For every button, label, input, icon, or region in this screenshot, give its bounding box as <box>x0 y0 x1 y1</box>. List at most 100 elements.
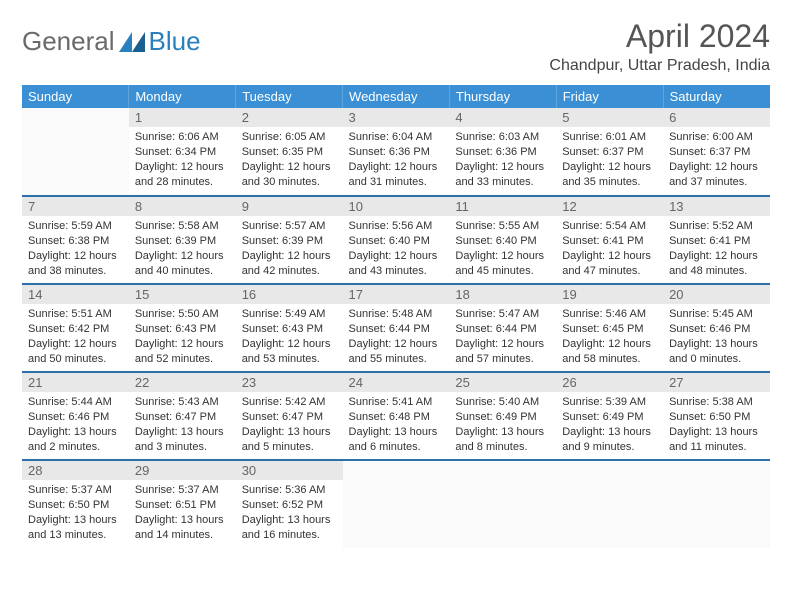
day-number: 1 <box>129 108 236 127</box>
weekday-header: Wednesday <box>343 85 450 108</box>
calendar-day-cell: 3Sunrise: 6:04 AMSunset: 6:36 PMDaylight… <box>343 108 450 196</box>
calendar-day-cell: 7Sunrise: 5:59 AMSunset: 6:38 PMDaylight… <box>22 196 129 284</box>
calendar-empty-cell <box>663 460 770 548</box>
calendar-week-row: 28Sunrise: 5:37 AMSunset: 6:50 PMDayligh… <box>22 460 770 548</box>
calendar-day-cell: 30Sunrise: 5:36 AMSunset: 6:52 PMDayligh… <box>236 460 343 548</box>
calendar-day-cell: 25Sunrise: 5:40 AMSunset: 6:49 PMDayligh… <box>449 372 556 460</box>
calendar-day-cell: 8Sunrise: 5:58 AMSunset: 6:39 PMDaylight… <box>129 196 236 284</box>
day-details: Sunrise: 5:55 AMSunset: 6:40 PMDaylight:… <box>449 216 556 282</box>
day-details: Sunrise: 5:45 AMSunset: 6:46 PMDaylight:… <box>663 304 770 370</box>
day-number: 8 <box>129 197 236 216</box>
day-details: Sunrise: 5:50 AMSunset: 6:43 PMDaylight:… <box>129 304 236 370</box>
weekday-header: Saturday <box>663 85 770 108</box>
day-number: 26 <box>556 373 663 392</box>
calendar-day-cell: 26Sunrise: 5:39 AMSunset: 6:49 PMDayligh… <box>556 372 663 460</box>
day-number: 15 <box>129 285 236 304</box>
day-details: Sunrise: 5:40 AMSunset: 6:49 PMDaylight:… <box>449 392 556 458</box>
calendar-day-cell: 19Sunrise: 5:46 AMSunset: 6:45 PMDayligh… <box>556 284 663 372</box>
calendar-day-cell: 6Sunrise: 6:00 AMSunset: 6:37 PMDaylight… <box>663 108 770 196</box>
day-details: Sunrise: 5:36 AMSunset: 6:52 PMDaylight:… <box>236 480 343 546</box>
day-details: Sunrise: 6:06 AMSunset: 6:34 PMDaylight:… <box>129 127 236 193</box>
day-number: 5 <box>556 108 663 127</box>
calendar-day-cell: 9Sunrise: 5:57 AMSunset: 6:39 PMDaylight… <box>236 196 343 284</box>
day-number: 18 <box>449 285 556 304</box>
day-details: Sunrise: 5:57 AMSunset: 6:39 PMDaylight:… <box>236 216 343 282</box>
calendar-week-row: 1Sunrise: 6:06 AMSunset: 6:34 PMDaylight… <box>22 108 770 196</box>
calendar-day-cell: 21Sunrise: 5:44 AMSunset: 6:46 PMDayligh… <box>22 372 129 460</box>
calendar-empty-cell <box>22 108 129 196</box>
day-number: 2 <box>236 108 343 127</box>
day-number: 20 <box>663 285 770 304</box>
day-details: Sunrise: 6:00 AMSunset: 6:37 PMDaylight:… <box>663 127 770 193</box>
calendar-empty-cell <box>556 460 663 548</box>
day-number: 29 <box>129 461 236 480</box>
day-details: Sunrise: 5:44 AMSunset: 6:46 PMDaylight:… <box>22 392 129 458</box>
day-details: Sunrise: 6:04 AMSunset: 6:36 PMDaylight:… <box>343 127 450 193</box>
day-number: 22 <box>129 373 236 392</box>
calendar-day-cell: 15Sunrise: 5:50 AMSunset: 6:43 PMDayligh… <box>129 284 236 372</box>
calendar-day-cell: 24Sunrise: 5:41 AMSunset: 6:48 PMDayligh… <box>343 372 450 460</box>
day-number: 16 <box>236 285 343 304</box>
calendar-day-cell: 22Sunrise: 5:43 AMSunset: 6:47 PMDayligh… <box>129 372 236 460</box>
calendar-day-cell: 10Sunrise: 5:56 AMSunset: 6:40 PMDayligh… <box>343 196 450 284</box>
header: General Blue April 2024 Chandpur, Uttar … <box>22 18 770 75</box>
day-number: 7 <box>22 197 129 216</box>
day-details: Sunrise: 5:41 AMSunset: 6:48 PMDaylight:… <box>343 392 450 458</box>
calendar-day-cell: 28Sunrise: 5:37 AMSunset: 6:50 PMDayligh… <box>22 460 129 548</box>
day-details: Sunrise: 5:46 AMSunset: 6:45 PMDaylight:… <box>556 304 663 370</box>
calendar-empty-cell <box>449 460 556 548</box>
calendar-day-cell: 18Sunrise: 5:47 AMSunset: 6:44 PMDayligh… <box>449 284 556 372</box>
day-details: Sunrise: 5:56 AMSunset: 6:40 PMDaylight:… <box>343 216 450 282</box>
calendar-day-cell: 4Sunrise: 6:03 AMSunset: 6:36 PMDaylight… <box>449 108 556 196</box>
day-number: 25 <box>449 373 556 392</box>
day-details: Sunrise: 5:38 AMSunset: 6:50 PMDaylight:… <box>663 392 770 458</box>
day-details: Sunrise: 5:43 AMSunset: 6:47 PMDaylight:… <box>129 392 236 458</box>
weekday-header: Friday <box>556 85 663 108</box>
day-number: 23 <box>236 373 343 392</box>
day-details: Sunrise: 5:37 AMSunset: 6:51 PMDaylight:… <box>129 480 236 546</box>
day-number: 30 <box>236 461 343 480</box>
day-details: Sunrise: 5:37 AMSunset: 6:50 PMDaylight:… <box>22 480 129 546</box>
day-details: Sunrise: 5:48 AMSunset: 6:44 PMDaylight:… <box>343 304 450 370</box>
weekday-header: Monday <box>129 85 236 108</box>
day-details: Sunrise: 5:47 AMSunset: 6:44 PMDaylight:… <box>449 304 556 370</box>
title-block: April 2024 Chandpur, Uttar Pradesh, Indi… <box>549 18 770 75</box>
day-number: 11 <box>449 197 556 216</box>
calendar-week-row: 21Sunrise: 5:44 AMSunset: 6:46 PMDayligh… <box>22 372 770 460</box>
calendar-day-cell: 27Sunrise: 5:38 AMSunset: 6:50 PMDayligh… <box>663 372 770 460</box>
calendar-table: SundayMondayTuesdayWednesdayThursdayFrid… <box>22 85 770 548</box>
logo-text-blue: Blue <box>149 26 201 57</box>
logo: General Blue <box>22 26 201 57</box>
day-number: 14 <box>22 285 129 304</box>
weekday-header: Thursday <box>449 85 556 108</box>
month-title: April 2024 <box>549 18 770 55</box>
day-details: Sunrise: 5:39 AMSunset: 6:49 PMDaylight:… <box>556 392 663 458</box>
day-details: Sunrise: 5:54 AMSunset: 6:41 PMDaylight:… <box>556 216 663 282</box>
day-number: 21 <box>22 373 129 392</box>
location: Chandpur, Uttar Pradesh, India <box>549 57 770 75</box>
calendar-day-cell: 23Sunrise: 5:42 AMSunset: 6:47 PMDayligh… <box>236 372 343 460</box>
day-number: 9 <box>236 197 343 216</box>
day-number: 4 <box>449 108 556 127</box>
day-details: Sunrise: 5:59 AMSunset: 6:38 PMDaylight:… <box>22 216 129 282</box>
day-number: 27 <box>663 373 770 392</box>
calendar-week-row: 14Sunrise: 5:51 AMSunset: 6:42 PMDayligh… <box>22 284 770 372</box>
day-details: Sunrise: 6:01 AMSunset: 6:37 PMDaylight:… <box>556 127 663 193</box>
day-details: Sunrise: 6:05 AMSunset: 6:35 PMDaylight:… <box>236 127 343 193</box>
calendar-day-cell: 2Sunrise: 6:05 AMSunset: 6:35 PMDaylight… <box>236 108 343 196</box>
day-details: Sunrise: 5:49 AMSunset: 6:43 PMDaylight:… <box>236 304 343 370</box>
calendar-day-cell: 14Sunrise: 5:51 AMSunset: 6:42 PMDayligh… <box>22 284 129 372</box>
day-number: 12 <box>556 197 663 216</box>
day-number: 6 <box>663 108 770 127</box>
day-number: 17 <box>343 285 450 304</box>
calendar-day-cell: 1Sunrise: 6:06 AMSunset: 6:34 PMDaylight… <box>129 108 236 196</box>
calendar-day-cell: 17Sunrise: 5:48 AMSunset: 6:44 PMDayligh… <box>343 284 450 372</box>
weekday-header: Tuesday <box>236 85 343 108</box>
day-number: 13 <box>663 197 770 216</box>
day-number: 3 <box>343 108 450 127</box>
calendar-day-cell: 5Sunrise: 6:01 AMSunset: 6:37 PMDaylight… <box>556 108 663 196</box>
calendar-week-row: 7Sunrise: 5:59 AMSunset: 6:38 PMDaylight… <box>22 196 770 284</box>
logo-text-general: General <box>22 26 115 57</box>
logo-triangle-icon <box>119 32 145 52</box>
calendar-body: 1Sunrise: 6:06 AMSunset: 6:34 PMDaylight… <box>22 108 770 548</box>
